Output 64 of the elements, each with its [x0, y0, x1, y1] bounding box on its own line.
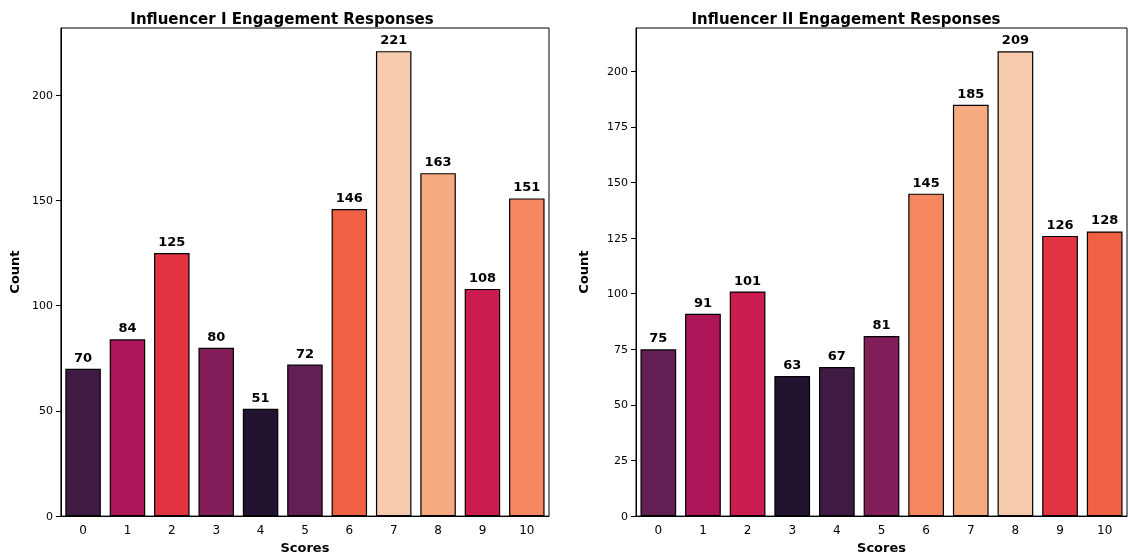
x-tick-label: 10 — [1097, 523, 1113, 538]
x-tick-label: 4 — [833, 523, 841, 538]
data-label: 101 — [734, 272, 762, 288]
x-tick-label: 9 — [1056, 523, 1064, 538]
data-label: 209 — [1001, 32, 1029, 48]
data-label: 163 — [424, 154, 452, 170]
chart-title: Influencer II Engagement Responses — [691, 9, 1001, 28]
x-tick-label: 6 — [922, 523, 930, 538]
data-label: 125 — [158, 234, 186, 250]
data-label: 70 — [74, 349, 93, 365]
data-label: 51 — [251, 389, 270, 405]
data-label: 145 — [912, 174, 940, 190]
data-label: 91 — [693, 294, 712, 310]
data-label: 128 — [1091, 212, 1119, 228]
x-tick-label: 1 — [123, 523, 132, 538]
data-label: 126 — [1046, 216, 1074, 232]
data-label: 72 — [295, 345, 314, 361]
y-tick-label: 50 — [614, 398, 628, 412]
y-tick-label: 125 — [607, 231, 628, 245]
data-label: 151 — [513, 179, 541, 195]
x-tick-label: 0 — [654, 523, 663, 538]
x-tick-label: 8 — [1011, 523, 1020, 538]
y-tick-label: 200 — [31, 88, 53, 102]
x-tick-label: 8 — [434, 523, 442, 538]
x-tick-label: 5 — [877, 523, 886, 538]
data-label: 84 — [118, 320, 137, 336]
y-tick-label: 100 — [31, 299, 53, 313]
y-tick-label: 175 — [607, 120, 628, 134]
x-tick-label: 6 — [345, 523, 354, 538]
y-tick-label: 200 — [607, 64, 628, 78]
y-tick-label: 50 — [38, 404, 53, 418]
x-tick-label: 2 — [743, 523, 752, 538]
x-tick-label: 3 — [788, 523, 797, 538]
y-tick-label: 150 — [607, 176, 628, 190]
x-tick-label: 0 — [79, 523, 87, 538]
x-axis-title: Scores — [857, 540, 907, 555]
data-label: 81 — [872, 316, 891, 332]
data-label: 67 — [827, 348, 846, 364]
x-axis-title: Scores — [280, 540, 330, 555]
x-tick-label: 2 — [168, 523, 176, 538]
chart-title: Influencer I Engagement Responses — [130, 9, 434, 28]
data-label: 221 — [380, 32, 408, 48]
data-label: 75 — [649, 330, 668, 346]
x-tick-label: 10 — [519, 523, 535, 538]
y-tick-label: 150 — [31, 194, 53, 208]
y-tick-label: 0 — [45, 509, 53, 523]
x-tick-label: 3 — [212, 523, 221, 538]
y-tick-label: 0 — [621, 509, 628, 523]
y-tick-label: 75 — [614, 342, 628, 356]
x-tick-label: 7 — [389, 523, 398, 538]
x-tick-label: 1 — [699, 523, 707, 538]
y-axis-title: Count — [576, 250, 591, 294]
x-tick-label: 4 — [256, 523, 265, 538]
x-tick-label: 7 — [966, 523, 975, 538]
x-tick-label: 5 — [301, 523, 309, 538]
y-axis-title: Count — [7, 250, 22, 294]
data-label: 63 — [783, 357, 802, 373]
data-label: 108 — [468, 269, 497, 285]
data-label: 185 — [957, 85, 985, 101]
y-tick-label: 25 — [614, 454, 628, 468]
data-label: 80 — [207, 328, 226, 344]
data-label: 146 — [335, 189, 363, 205]
x-tick-label: 9 — [478, 523, 487, 538]
y-tick-label: 100 — [607, 287, 628, 301]
